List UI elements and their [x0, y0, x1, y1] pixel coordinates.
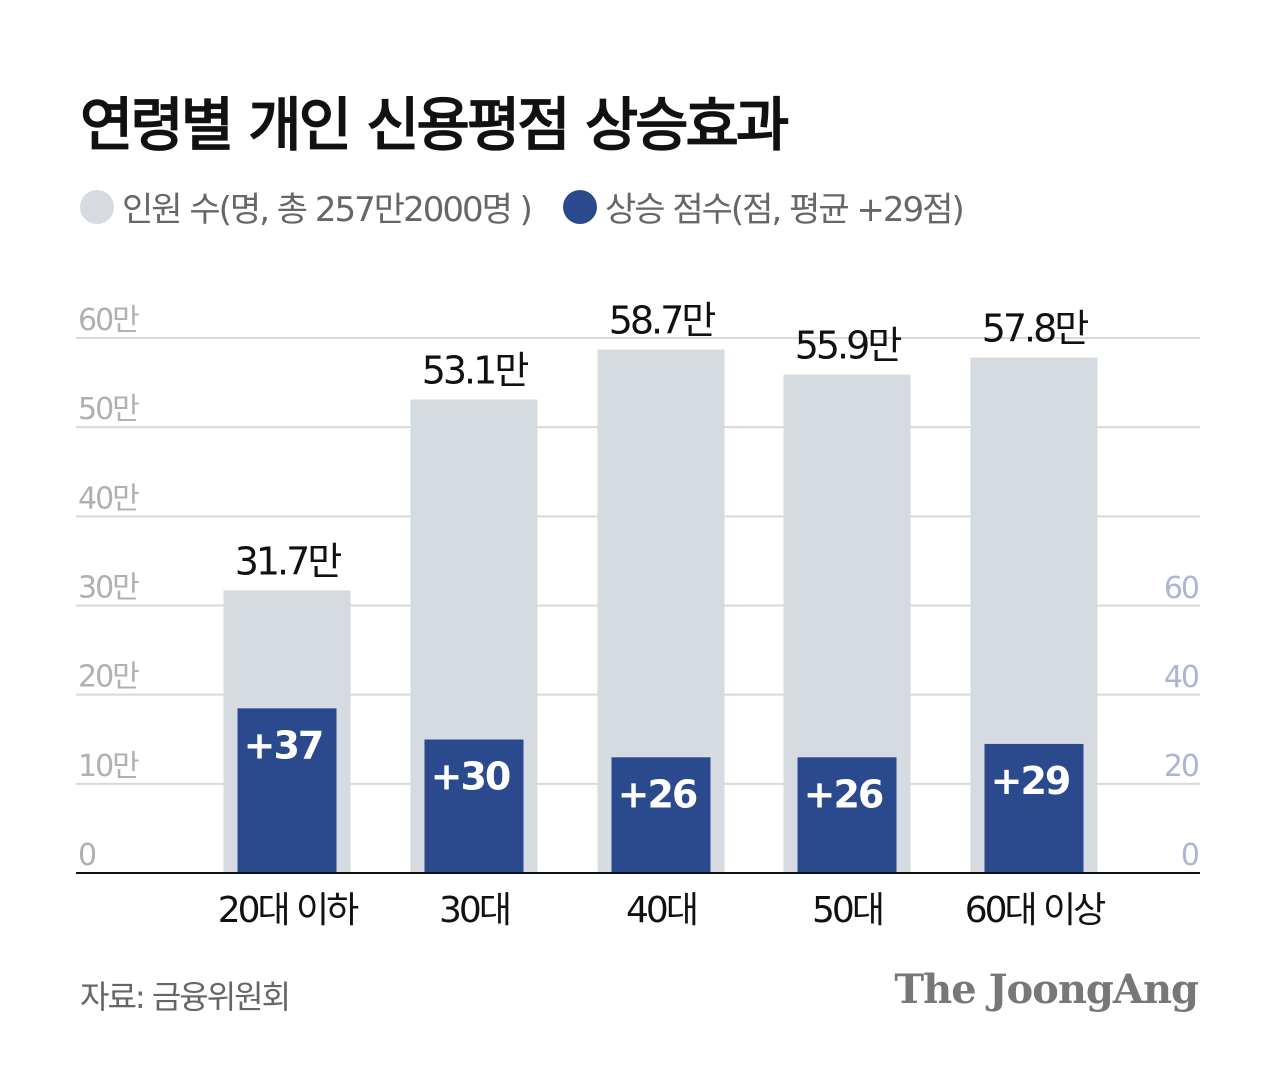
legend-swatch-gray [80, 189, 114, 224]
people-data-label: 58.7만 [609, 299, 716, 343]
legend-label: 인원 수(명, 총 257만2000명 ) [122, 190, 533, 230]
left-tick-label: 60만 [78, 303, 139, 338]
left-tick-label: 40만 [78, 481, 139, 516]
legend-item-score: 상승 점수(점, 평균 +29점) [562, 182, 965, 231]
category-label: 50대 [812, 890, 882, 931]
score-data-label: +29 [991, 759, 1070, 803]
bar-score [611, 757, 711, 873]
bar-score [797, 757, 897, 873]
category-label: 60대 이상 [965, 890, 1105, 931]
chart-title: 연령별 개인 신용평점 상승효과 [80, 91, 789, 159]
people-data-label: 31.7만 [235, 539, 342, 583]
legend-swatch-blue [562, 189, 597, 224]
legend-label: 상승 점수(점, 평균 +29점) [604, 190, 965, 230]
right-tick-label: 60 [1164, 571, 1199, 606]
left-tick-label: 30만 [78, 571, 139, 606]
left-tick-label: 20만 [78, 660, 139, 695]
people-data-label: 53.1만 [422, 349, 529, 393]
category-label: 40대 [626, 890, 696, 931]
bar-score [984, 743, 1084, 873]
left-tick-label: 0 [78, 838, 96, 873]
people-data-label: 55.9만 [795, 324, 902, 368]
legend: 인원 수(명, 총 257만2000명 ) 상승 점수(점, 평균 +29점) [80, 182, 995, 231]
left-tick-label: 50만 [78, 392, 139, 427]
left-tick-label: 10만 [78, 749, 139, 784]
source-note: 자료: 금융위원회 [80, 978, 291, 1016]
category-label: 30대 [439, 890, 509, 931]
publisher-logo: The JoongAng [894, 966, 1199, 1013]
score-data-label: +37 [244, 723, 323, 767]
people-data-label: 57.8만 [982, 307, 1089, 351]
legend-item-people: 인원 수(명, 총 257만2000명 ) [80, 182, 533, 231]
right-tick-label: 40 [1164, 660, 1199, 695]
score-data-label: +26 [804, 772, 883, 816]
score-data-label: +26 [618, 772, 697, 816]
score-data-label: +30 [431, 755, 510, 799]
right-tick-label: 20 [1164, 749, 1199, 784]
category-label: 20대 이하 [218, 890, 359, 931]
right-tick-label: 0 [1181, 838, 1199, 873]
bar-score [237, 708, 337, 873]
bar-score [424, 739, 524, 873]
